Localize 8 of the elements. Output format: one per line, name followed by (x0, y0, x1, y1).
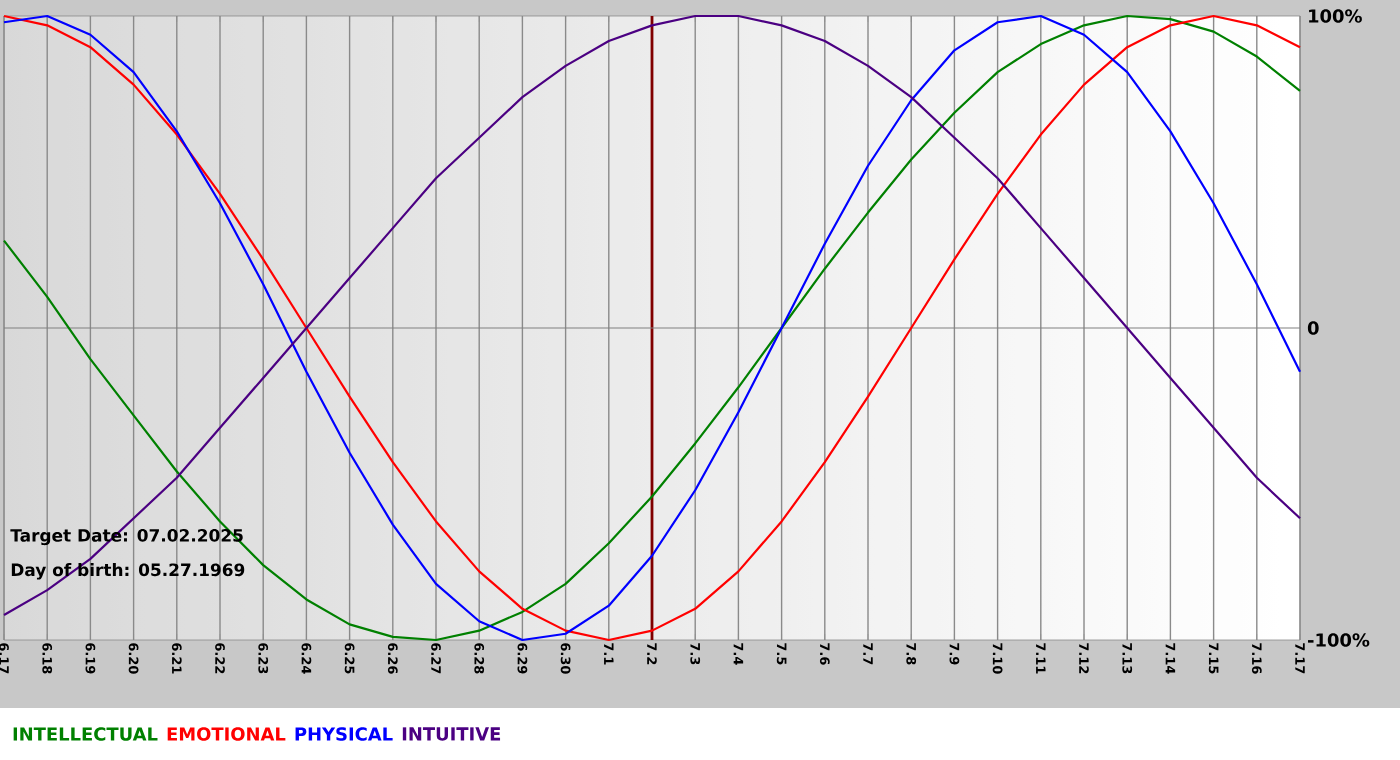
text: INTUITIVE (402, 727, 501, 741)
text: EMOTIONAL (167, 727, 286, 741)
text: PHYSICAL (295, 727, 393, 741)
text: INTELLECTUAL (13, 727, 158, 741)
y-tick-label: 0 (1307, 321, 1319, 335)
y-tick-label: 100% (1309, 9, 1362, 23)
y-tick-label: -100% (1308, 633, 1370, 647)
annotation: Day of birth: 05.27.1969 (11, 563, 245, 580)
